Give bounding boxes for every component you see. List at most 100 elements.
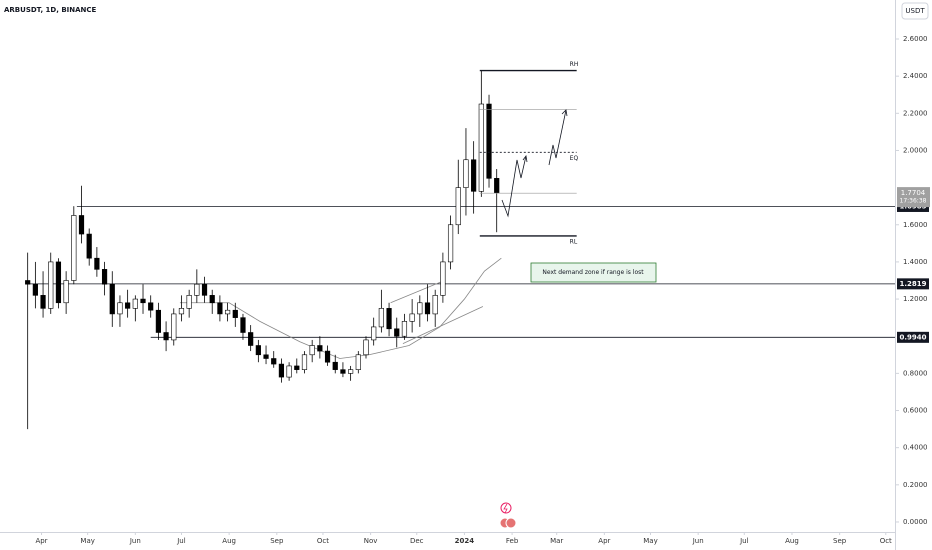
candle-body <box>40 295 46 309</box>
candle-body <box>63 280 69 304</box>
candle-body <box>117 302 123 315</box>
candle-body <box>455 187 461 226</box>
candle-body <box>125 302 131 309</box>
candle-body <box>401 321 408 337</box>
y-tick-label: 2.6000 <box>903 35 928 43</box>
candle-body <box>309 345 315 356</box>
candle-body <box>324 350 331 363</box>
candle-body <box>463 159 469 188</box>
demand-zone-text: Next demand zone if range is lost <box>542 269 644 276</box>
x-tick-label: Aug <box>785 537 799 545</box>
candle-body <box>409 313 415 322</box>
level-tag-label: 0.9940 <box>899 333 926 341</box>
candle-body <box>424 302 431 315</box>
x-tick-label: Oct <box>880 537 892 545</box>
candle-body <box>271 358 277 365</box>
candle-body <box>340 369 346 374</box>
economic-event-icon[interactable] <box>505 517 517 529</box>
last-price-tag <box>897 187 930 208</box>
x-tick-label: 2024 <box>455 537 475 545</box>
candle-body <box>32 283 38 296</box>
candle-body <box>363 339 369 356</box>
candle-body <box>48 261 54 309</box>
trendline <box>390 280 445 304</box>
y-tick-label: 0.4000 <box>903 444 928 452</box>
x-tick-label: Jul <box>739 537 749 545</box>
candle-body <box>371 326 377 341</box>
level-tag-label: 1.2819 <box>899 280 926 288</box>
candle-body <box>163 332 169 341</box>
candle-body <box>355 354 361 370</box>
candle-body <box>263 354 269 359</box>
y-tick-label: 2.2000 <box>903 109 928 117</box>
x-tick-label: Nov <box>364 537 378 545</box>
x-tick-label: Mar <box>550 537 563 545</box>
moving-average <box>179 257 502 359</box>
candle-body <box>394 328 400 337</box>
x-tick-label: Jun <box>129 537 141 545</box>
x-tick-label: Sep <box>833 537 847 545</box>
x-tick-label: Apr <box>598 537 610 545</box>
range-mid-label: EQ <box>570 155 579 162</box>
candle-body <box>101 269 108 285</box>
candle-body <box>486 103 492 179</box>
candle-body <box>317 345 323 352</box>
countdown-label: 17:36:38 <box>900 198 927 205</box>
x-tick-label: Aug <box>222 537 236 545</box>
x-tick-label: Sep <box>270 537 284 545</box>
x-tick-label: Dec <box>410 537 424 545</box>
candle-body <box>78 215 85 235</box>
y-tick-label: 2.0000 <box>903 146 928 154</box>
candle-body <box>217 302 223 315</box>
plot: RH RL EQ <box>25 61 895 430</box>
candle-body <box>194 283 200 296</box>
y-tick-label: 1.2000 <box>903 295 928 303</box>
candle-body <box>224 309 231 315</box>
candle-body <box>201 283 208 296</box>
x-tick-label: Feb <box>506 537 519 545</box>
candle-body <box>109 283 115 315</box>
y-tick-label: 0.2000 <box>903 481 928 489</box>
candle-body <box>209 295 215 304</box>
candle-body <box>186 295 192 309</box>
y-tick-label: 0.8000 <box>903 369 928 377</box>
candle-body <box>55 261 62 304</box>
y-tick-label: 1.6000 <box>903 221 928 229</box>
y-tick-label: 1.4000 <box>903 258 928 266</box>
y-tick-label: 2.4000 <box>903 72 928 80</box>
y-tick-label: 0.0000 <box>903 518 928 526</box>
candle-body <box>286 365 292 378</box>
projection-arrowhead <box>561 109 568 117</box>
candle-body <box>471 159 477 192</box>
candle-body <box>86 233 92 259</box>
x-tick-label: May <box>643 537 657 545</box>
candle-body <box>178 308 185 315</box>
level-tag <box>897 331 929 343</box>
last-price-label: 1.7704 <box>901 189 926 197</box>
currency-label[interactable]: USDT <box>905 7 925 15</box>
x-tick-label: Apr <box>35 537 47 545</box>
candle-body <box>248 332 254 346</box>
projection-path <box>501 155 527 218</box>
event-icon-glyph <box>503 503 508 514</box>
candle-body <box>440 261 446 296</box>
candle-body <box>25 280 31 285</box>
candle-body <box>171 313 177 341</box>
event-icon[interactable] <box>500 502 512 514</box>
level-tag <box>897 278 929 290</box>
currency-button[interactable] <box>901 2 929 20</box>
candle-body <box>71 215 77 281</box>
candle-body <box>148 302 154 311</box>
demand-zone-box <box>530 262 657 283</box>
candle-body <box>378 308 384 328</box>
candle-body <box>294 365 300 370</box>
trendline <box>402 306 484 345</box>
candle-body <box>232 309 238 318</box>
projection-arrowhead <box>522 155 528 163</box>
y-tick-label: 0.6000 <box>903 407 928 415</box>
candle-body <box>432 295 438 315</box>
candle-body <box>278 363 285 378</box>
candle-body <box>332 361 338 370</box>
